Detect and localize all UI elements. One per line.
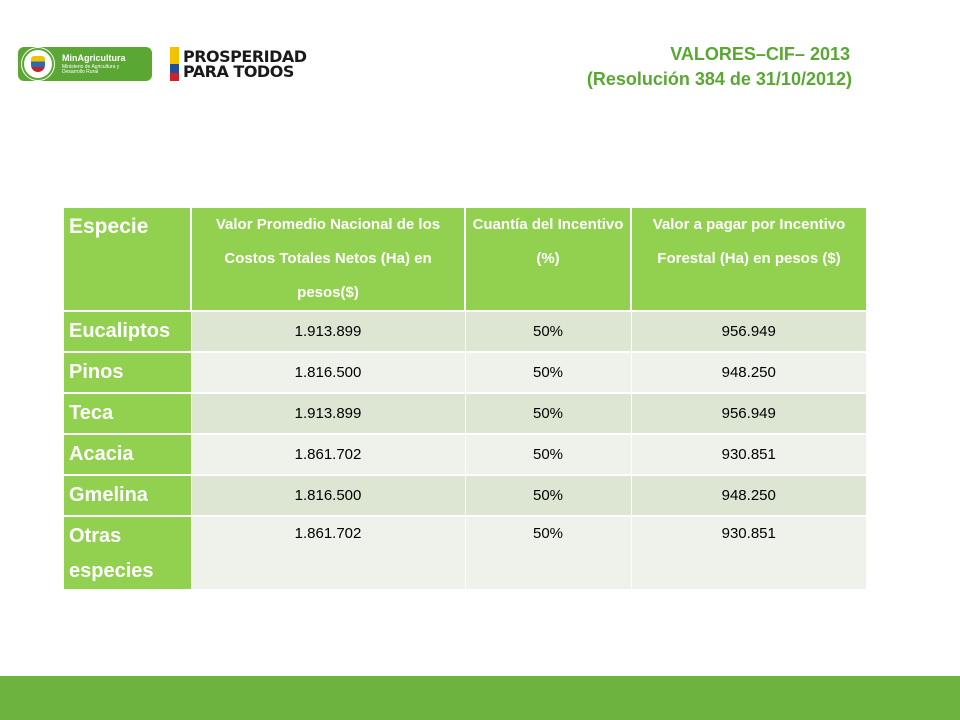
table-row: Acacia 1.861.702 50% 930.851	[64, 433, 866, 475]
table-row: Eucaliptos 1.913.899 50% 956.949	[64, 310, 866, 352]
table-row: Gmelina 1.816.500 50% 948.250	[64, 474, 866, 516]
payment-value-cell: 930.851	[630, 433, 866, 475]
payment-value-cell: 930.851	[630, 515, 866, 589]
species-cell: Eucaliptos	[64, 310, 191, 352]
prosperidad-para-todos-logo: PROSPERIDAD PARA TODOS	[170, 46, 307, 82]
table-header-row: Especie Valor Promedio Nacional de los C…	[64, 208, 866, 311]
species-cell: Gmelina	[64, 474, 191, 516]
slide-title: VALORES–CIF– 2013	[670, 44, 850, 64]
column-header-valor-pagar: Valor a pagar por Incentivo Forestal (Ha…	[631, 208, 866, 311]
column-header-especie: Especie	[64, 208, 192, 311]
footer-bar	[0, 676, 960, 720]
incentive-percent-cell: 50%	[464, 515, 631, 589]
payment-value-cell: 956.949	[630, 392, 866, 434]
species-cell: Pinos	[64, 351, 191, 393]
species-cell: Otras especies	[64, 515, 191, 589]
incentive-percent-cell: 50%	[464, 392, 631, 434]
incentive-percent-cell: 50%	[464, 433, 631, 475]
prosperidad-logo-line2: PARA TODOS	[183, 62, 294, 81]
incentive-percent-cell: 50%	[464, 474, 631, 516]
cif-values-table: Especie Valor Promedio Nacional de los C…	[64, 208, 866, 589]
table-row: Pinos 1.816.500 50% 948.250	[64, 351, 866, 393]
minagricultura-logo-subtitle: Ministerio de Agricultura y Desarrollo R…	[62, 63, 120, 75]
minagricultura-logo-title: MinAgricultura	[62, 52, 126, 63]
species-cell: Teca	[64, 392, 191, 434]
cost-cell: 1.816.500	[190, 351, 465, 393]
payment-value-cell: 948.250	[630, 351, 866, 393]
column-header-cuantia: Cuantía del Incentivo (%)	[465, 208, 632, 311]
cost-cell: 1.861.702	[190, 433, 465, 475]
flag-stripes-icon	[170, 47, 179, 81]
coat-of-arms-icon	[22, 48, 54, 80]
table-row: Otras especies 1.861.702 50% 930.851	[64, 515, 866, 589]
minagricultura-logo: MinAgricultura Ministerio de Agricultura…	[18, 47, 152, 81]
cost-cell: 1.913.899	[190, 310, 465, 352]
incentive-percent-cell: 50%	[464, 310, 631, 352]
column-header-costo-promedio: Valor Promedio Nacional de los Costos To…	[191, 208, 466, 311]
payment-value-cell: 948.250	[630, 474, 866, 516]
cost-cell: 1.861.702	[190, 515, 465, 589]
payment-value-cell: 956.949	[630, 310, 866, 352]
table-row: Teca 1.913.899 50% 956.949	[64, 392, 866, 434]
slide-subtitle: (Resolución 384 de 31/10/2012)	[586, 69, 852, 89]
cost-cell: 1.816.500	[190, 474, 465, 516]
slide-title-block: VALORES–CIF– 2013 (Resolución 384 de 31/…	[587, 44, 852, 90]
prosperidad-logo-line1: PROSPERIDAD	[183, 46, 307, 66]
incentive-percent-cell: 50%	[464, 351, 631, 393]
species-cell: Acacia	[64, 433, 191, 475]
cost-cell: 1.913.899	[190, 392, 465, 434]
